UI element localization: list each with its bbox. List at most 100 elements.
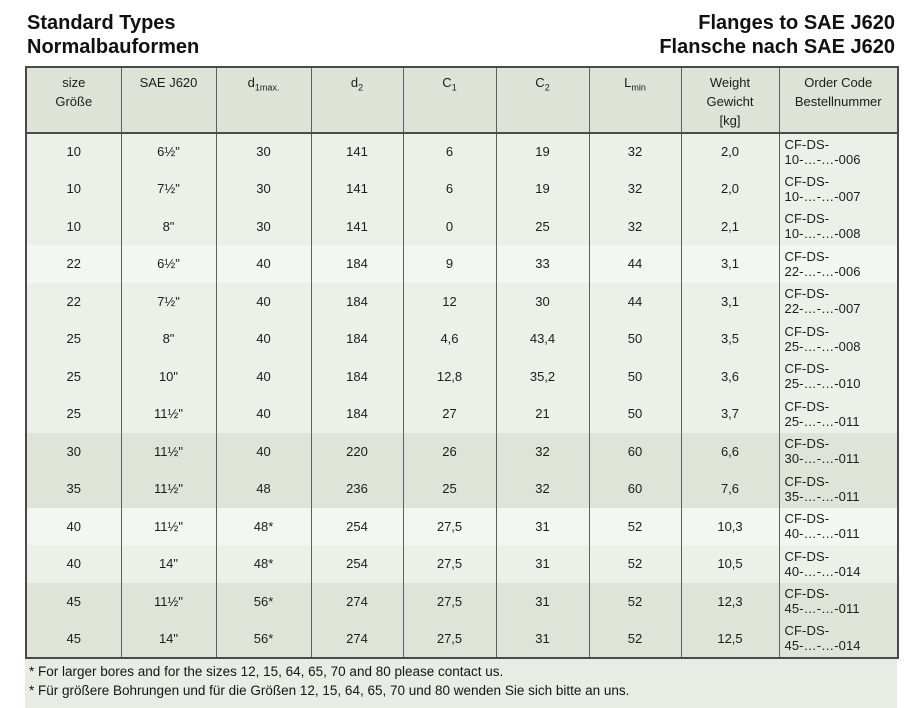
cell-lmin: 50 bbox=[588, 357, 682, 396]
cell-d2: 254 bbox=[310, 507, 404, 546]
cell-d1max: 30 bbox=[215, 132, 312, 171]
cell-order: CF-DS-25-…-…-008 bbox=[778, 320, 899, 358]
column-header-d2: d2 bbox=[310, 67, 404, 134]
cell-d2: 184 bbox=[310, 320, 404, 358]
column-header-order: Order Code Bestellnummer bbox=[778, 67, 899, 134]
cell-weight: 3,1 bbox=[680, 245, 780, 283]
cell-c2: 31 bbox=[495, 545, 590, 583]
cell-size: 25 bbox=[25, 395, 122, 433]
cell-size: 10 bbox=[25, 207, 122, 246]
cell-sae: 7½" bbox=[120, 282, 217, 321]
cell-order: CF-DS-10-…-…-008 bbox=[778, 207, 899, 246]
table-row: 40 11½" 48* 254 27,5 31 52 10,3 CF-DS-40-…-…-011 bbox=[25, 507, 899, 546]
cell-sae: 10" bbox=[120, 357, 217, 396]
cell-d2: 184 bbox=[310, 282, 404, 321]
cell-sae: 6½" bbox=[120, 132, 217, 171]
cell-c2: 32 bbox=[495, 470, 590, 508]
table-row: 10 6½" 30 141 6 19 32 2,0 CF-DS-10-…-…-006 bbox=[25, 132, 899, 171]
cell-size: 22 bbox=[25, 245, 122, 283]
cell-c1: 0 bbox=[402, 207, 497, 246]
cell-sae: 11½" bbox=[120, 395, 217, 433]
cell-sae: 8" bbox=[120, 320, 217, 358]
cell-d1max: 30 bbox=[215, 207, 312, 246]
cell-c2: 25 bbox=[495, 207, 590, 246]
table-row: 10 7½" 30 141 6 19 32 2,0 CF-DS-10-…-…-007 bbox=[25, 170, 899, 208]
table-row: 10 8" 30 141 0 25 32 2,1 CF-DS-10-…-…-008 bbox=[25, 207, 899, 246]
cell-weight: 10,5 bbox=[680, 545, 780, 583]
cell-order: CF-DS-25-…-…-010 bbox=[778, 357, 899, 396]
cell-c2: 21 bbox=[495, 395, 590, 433]
cell-order: CF-DS-45-…-…-014 bbox=[778, 620, 899, 658]
table-body: 10 6½" 30 141 6 19 32 2,0 CF-DS-10-…-…-006 10 7½" 3… bbox=[25, 132, 899, 658]
column-header-size: size Größe bbox=[25, 67, 122, 134]
column-header-d1max: d1max. bbox=[215, 67, 312, 134]
cell-lmin: 50 bbox=[588, 395, 682, 433]
page-header: Standard Types Normalbauformen Flanges t… bbox=[27, 12, 895, 59]
cell-c1: 27 bbox=[402, 395, 497, 433]
cell-lmin: 32 bbox=[588, 170, 682, 208]
title-right: Flanges to SAE J620 Flansche nach SAE J6… bbox=[659, 12, 895, 59]
cell-c1: 12 bbox=[402, 282, 497, 321]
footnote-en: * For larger bores and for the sizes 12,… bbox=[29, 663, 504, 679]
cell-d1max: 30 bbox=[215, 170, 312, 208]
cell-size: 40 bbox=[25, 507, 122, 546]
table-row: 30 11½" 40 220 26 32 60 6,6 CF-DS-30-…-…-011 bbox=[25, 432, 899, 471]
cell-weight: 3,5 bbox=[680, 320, 780, 358]
cell-c1: 26 bbox=[402, 432, 497, 471]
page-title-de: Normalbauformen bbox=[27, 35, 200, 58]
cell-d2: 274 bbox=[310, 620, 404, 658]
cell-c1: 12,8 bbox=[402, 357, 497, 396]
header-row: size Größe SAE J620 d1max. d2 C1 C2 Lmin Weight G… bbox=[25, 67, 899, 134]
cell-size: 22 bbox=[25, 282, 122, 321]
cell-weight: 2,0 bbox=[680, 132, 780, 171]
column-header-weight: Weight Gewicht [kg] bbox=[680, 67, 780, 134]
cell-d2: 254 bbox=[310, 545, 404, 583]
cell-size: 10 bbox=[25, 132, 122, 171]
cell-d2: 274 bbox=[310, 582, 404, 621]
cell-lmin: 50 bbox=[588, 320, 682, 358]
cell-d2: 220 bbox=[310, 432, 404, 471]
cell-lmin: 52 bbox=[588, 507, 682, 546]
table-row: 22 6½" 40 184 9 33 44 3,1 CF-DS-22-…-…-006 bbox=[25, 245, 899, 283]
cell-d1max: 48* bbox=[215, 507, 312, 546]
cell-order: CF-DS-40-…-…-011 bbox=[778, 507, 899, 546]
cell-c2: 33 bbox=[495, 245, 590, 283]
cell-d2: 141 bbox=[310, 132, 404, 171]
standard-title-en: Flanges to SAE J620 bbox=[698, 12, 895, 34]
cell-lmin: 52 bbox=[588, 620, 682, 658]
cell-c1: 9 bbox=[402, 245, 497, 283]
cell-d1max: 48* bbox=[215, 545, 312, 583]
table-row: 35 11½" 48 236 25 32 60 7,6 CF-DS-35-…-…-011 bbox=[25, 470, 899, 508]
cell-size: 25 bbox=[25, 320, 122, 358]
cell-lmin: 44 bbox=[588, 282, 682, 321]
column-header-c1: C1 bbox=[402, 67, 497, 134]
cell-order: CF-DS-35-…-…-011 bbox=[778, 470, 899, 508]
footnote-de: * Für größere Bohrungen und für die Größ… bbox=[29, 682, 630, 698]
cell-c2: 31 bbox=[495, 582, 590, 621]
cell-c1: 6 bbox=[402, 132, 497, 171]
cell-sae: 14" bbox=[120, 620, 217, 658]
cell-size: 30 bbox=[25, 432, 122, 471]
cell-size: 25 bbox=[25, 357, 122, 396]
table-row: 25 10" 40 184 12,8 35,2 50 3,6 CF-DS-25-…-…-010 bbox=[25, 357, 899, 396]
cell-sae: 7½" bbox=[120, 170, 217, 208]
cell-d1max: 40 bbox=[215, 245, 312, 283]
cell-weight: 3,7 bbox=[680, 395, 780, 433]
cell-lmin: 60 bbox=[588, 470, 682, 508]
cell-sae: 11½" bbox=[120, 582, 217, 621]
cell-sae: 11½" bbox=[120, 470, 217, 508]
cell-order: CF-DS-40-…-…-014 bbox=[778, 545, 899, 583]
cell-weight: 12,5 bbox=[680, 620, 780, 658]
cell-c2: 31 bbox=[495, 620, 590, 658]
cell-weight: 3,6 bbox=[680, 357, 780, 396]
cell-c1: 27,5 bbox=[402, 582, 497, 621]
cell-c2: 19 bbox=[495, 132, 590, 171]
column-header-sae: SAE J620 bbox=[120, 67, 217, 134]
cell-size: 35 bbox=[25, 470, 122, 508]
cell-lmin: 52 bbox=[588, 582, 682, 621]
cell-order: CF-DS-30-…-…-011 bbox=[778, 432, 899, 471]
cell-weight: 7,6 bbox=[680, 470, 780, 508]
standard-title-de: Flansche nach SAE J620 bbox=[659, 35, 895, 58]
cell-lmin: 60 bbox=[588, 432, 682, 471]
